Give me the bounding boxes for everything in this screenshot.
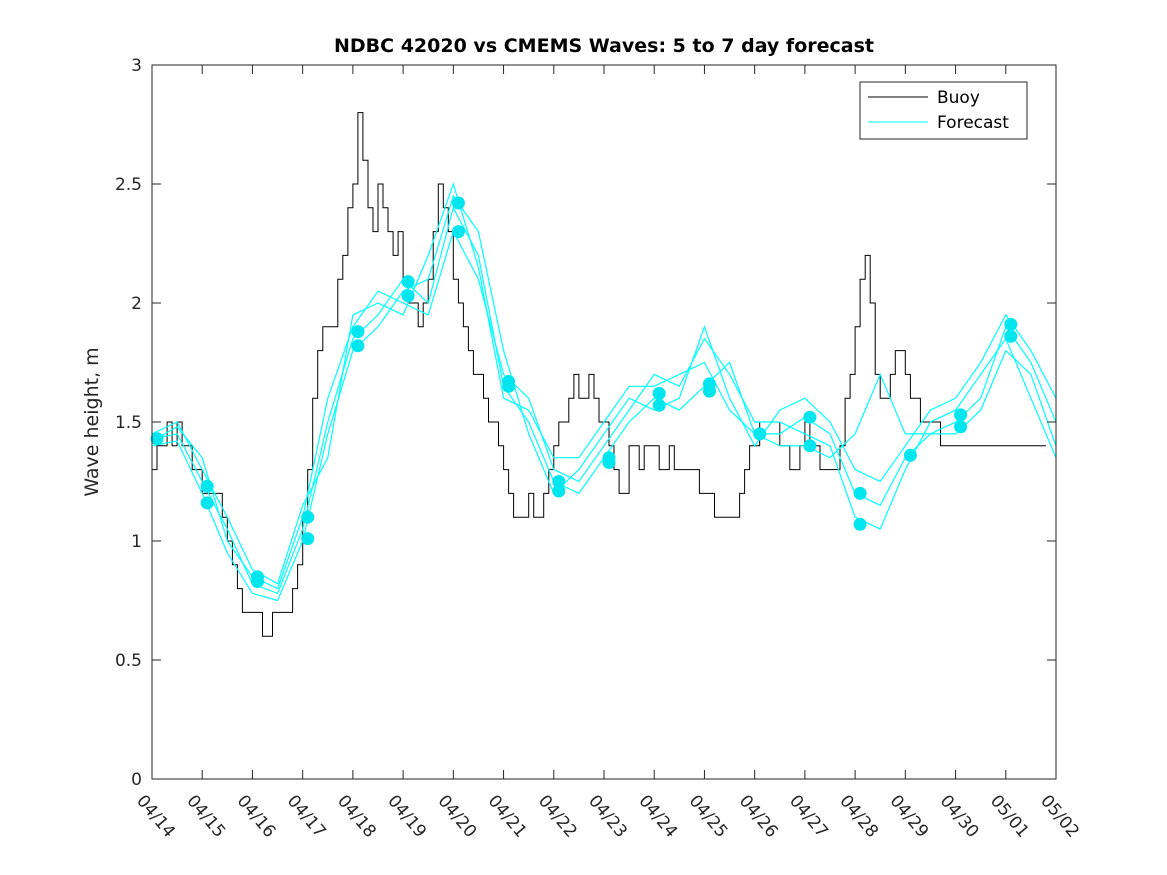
forecast-marker bbox=[853, 517, 867, 531]
forecast-marker bbox=[1004, 329, 1018, 343]
forecast-marker bbox=[200, 496, 214, 510]
y-tick-label: 2 bbox=[131, 294, 142, 314]
forecast-marker bbox=[954, 420, 968, 434]
y-tick-label: 1 bbox=[131, 532, 142, 552]
forecast-marker bbox=[853, 486, 867, 500]
legend: Buoy Forecast bbox=[859, 81, 1028, 140]
buoy-line bbox=[152, 112, 1046, 637]
y-tick-label: 3 bbox=[131, 56, 142, 76]
forecast-marker bbox=[200, 479, 214, 493]
forecast-marker bbox=[703, 384, 716, 398]
forecast-line-4 bbox=[152, 182, 1056, 585]
forecast-marker bbox=[401, 289, 415, 303]
forecast-marker bbox=[954, 408, 968, 422]
forecast-marker bbox=[753, 427, 767, 441]
forecast-marker bbox=[351, 339, 365, 353]
legend-box bbox=[859, 81, 1028, 140]
legend-buoy-label: Buoy bbox=[937, 88, 980, 108]
forecast-marker bbox=[150, 432, 164, 446]
forecast-marker bbox=[602, 456, 616, 469]
forecast-marker bbox=[451, 225, 465, 239]
legend-forecast-label: Forecast bbox=[937, 113, 1009, 133]
forecast-marker bbox=[301, 532, 315, 546]
y-axis: 0 0.5 1 1.5 2 2.5 3 bbox=[115, 56, 1056, 790]
forecast-marker bbox=[652, 398, 666, 412]
buoy-series bbox=[152, 112, 1046, 637]
y-tick-label: 0.5 bbox=[115, 651, 142, 671]
forecast-marker bbox=[502, 379, 516, 393]
forecast-marker-group bbox=[150, 196, 1018, 588]
forecast-marker bbox=[803, 439, 817, 453]
forecast-marker bbox=[301, 510, 315, 524]
forecast-marker bbox=[251, 575, 264, 588]
forecast-marker bbox=[351, 325, 365, 339]
y-tick-label: 1.5 bbox=[115, 413, 142, 433]
forecast-marker bbox=[1004, 317, 1018, 331]
y-tick-label: 0 bbox=[131, 770, 142, 790]
forecast-marker bbox=[803, 410, 817, 424]
chart-title: NDBC 42020 vs CMEMS Waves: 5 to 7 day fo… bbox=[334, 35, 874, 57]
forecast-marker bbox=[552, 475, 566, 488]
y-axis-label: Wave height, m bbox=[81, 347, 103, 496]
y-tick-label: 2.5 bbox=[115, 175, 142, 195]
forecast-marker bbox=[652, 386, 666, 400]
forecast-marker bbox=[401, 275, 415, 289]
forecast-marker bbox=[903, 448, 917, 462]
forecast-marker bbox=[552, 484, 566, 498]
forecast-marker bbox=[451, 196, 465, 210]
